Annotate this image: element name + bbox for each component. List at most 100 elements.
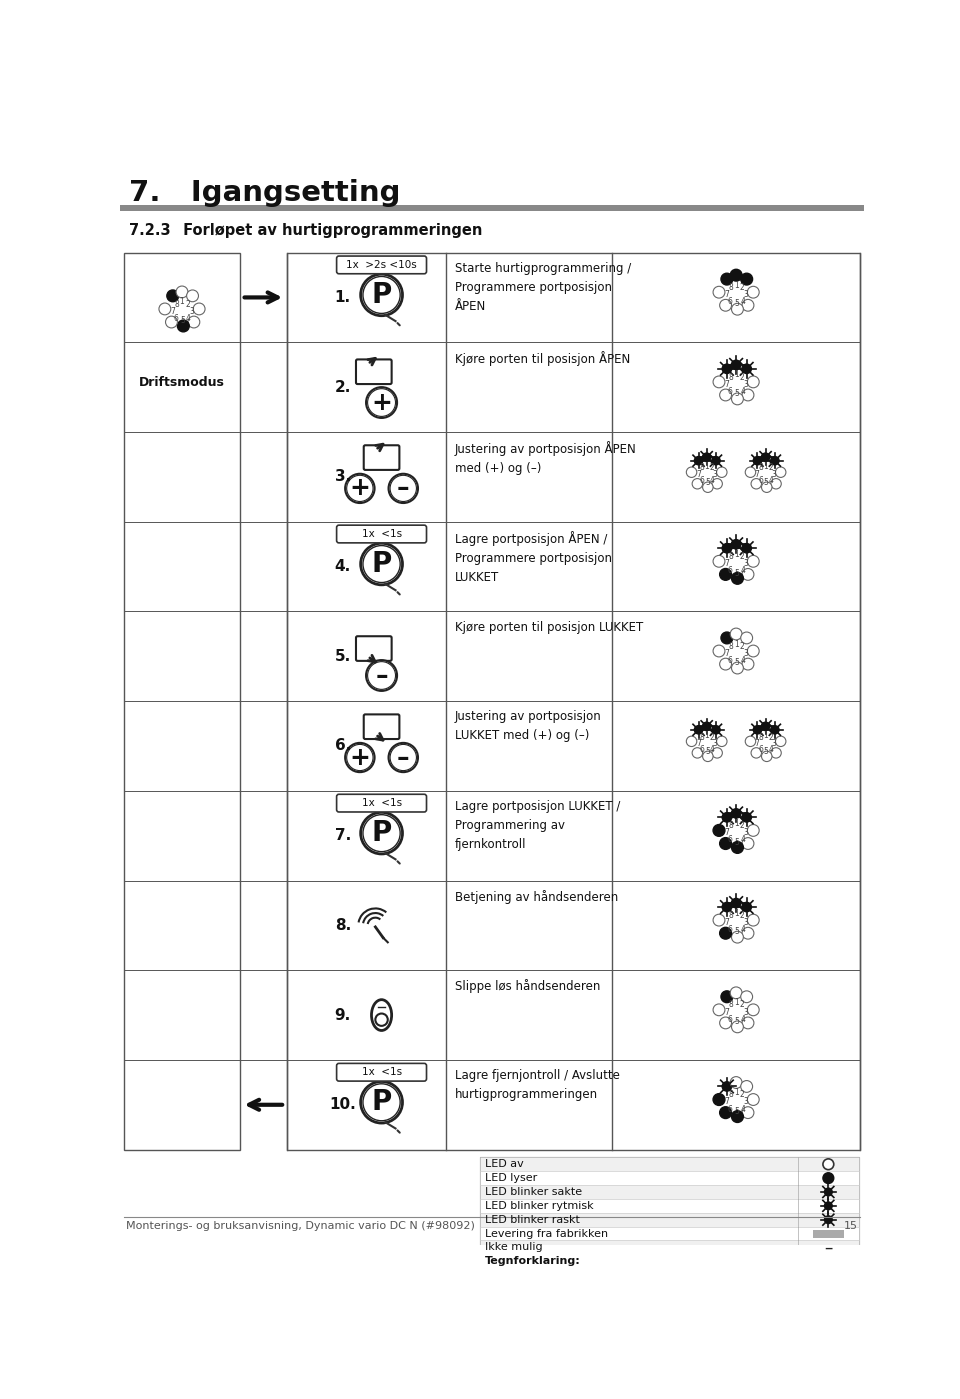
Text: 5: 5 xyxy=(764,747,769,757)
Circle shape xyxy=(761,453,770,462)
Text: 2.: 2. xyxy=(335,379,351,395)
Text: 3: 3 xyxy=(712,470,717,478)
Text: 6: 6 xyxy=(699,746,704,754)
Text: P: P xyxy=(372,820,392,848)
Circle shape xyxy=(178,320,189,332)
Circle shape xyxy=(747,824,759,837)
Text: 7: 7 xyxy=(696,470,701,478)
Circle shape xyxy=(721,273,732,285)
Circle shape xyxy=(703,453,710,462)
Circle shape xyxy=(741,990,753,1003)
Text: 5: 5 xyxy=(734,659,739,667)
Text: –: – xyxy=(396,477,410,501)
Circle shape xyxy=(188,316,200,327)
Circle shape xyxy=(825,1216,832,1224)
Text: 3: 3 xyxy=(743,918,748,928)
Circle shape xyxy=(742,902,752,912)
Text: 6: 6 xyxy=(728,656,732,665)
Text: 3: 3 xyxy=(743,828,748,837)
Circle shape xyxy=(692,478,703,490)
Ellipse shape xyxy=(372,1000,392,1031)
Text: 7: 7 xyxy=(724,290,730,299)
Circle shape xyxy=(732,662,743,674)
Bar xyxy=(480,1185,858,1199)
Circle shape xyxy=(713,287,725,298)
Text: 3: 3 xyxy=(743,560,748,568)
Text: 1: 1 xyxy=(733,1088,738,1097)
Text: 4: 4 xyxy=(740,567,745,575)
Circle shape xyxy=(363,814,400,852)
Text: 2: 2 xyxy=(185,299,190,309)
Circle shape xyxy=(720,1017,732,1028)
Circle shape xyxy=(711,456,720,464)
Text: 5: 5 xyxy=(734,838,739,846)
Text: 2: 2 xyxy=(739,372,744,382)
Text: 6: 6 xyxy=(728,567,732,575)
Text: Kjøre porten til posisjon LUKKET: Kjøre porten til posisjon LUKKET xyxy=(455,621,643,634)
Text: 3: 3 xyxy=(743,1097,748,1107)
Circle shape xyxy=(742,299,754,311)
Text: 15: 15 xyxy=(844,1221,858,1231)
Circle shape xyxy=(771,726,780,734)
Text: 6: 6 xyxy=(728,835,732,845)
Text: 2: 2 xyxy=(768,463,773,473)
Circle shape xyxy=(361,543,402,585)
Circle shape xyxy=(713,645,725,658)
Text: 6: 6 xyxy=(728,297,732,306)
Circle shape xyxy=(167,290,179,302)
Circle shape xyxy=(741,1080,753,1093)
Text: 2: 2 xyxy=(739,1090,744,1100)
Text: 1x  >2s <10s: 1x >2s <10s xyxy=(347,260,417,270)
Bar xyxy=(480,1157,858,1269)
Text: 1: 1 xyxy=(733,550,738,558)
Circle shape xyxy=(742,928,754,939)
Circle shape xyxy=(742,543,752,553)
Text: 5: 5 xyxy=(764,478,769,487)
Text: Driftsmodus: Driftsmodus xyxy=(139,376,225,389)
Circle shape xyxy=(694,726,703,734)
Text: 3: 3 xyxy=(772,739,777,748)
Circle shape xyxy=(823,1172,834,1184)
Circle shape xyxy=(754,456,761,464)
Text: 2: 2 xyxy=(739,821,744,830)
Circle shape xyxy=(361,1081,402,1123)
FancyBboxPatch shape xyxy=(337,256,426,274)
Text: 5: 5 xyxy=(734,389,739,399)
Circle shape xyxy=(771,747,781,758)
Text: 4: 4 xyxy=(740,925,745,935)
Text: Levering fra fabrikken: Levering fra fabrikken xyxy=(485,1228,608,1238)
Text: 1x  <1s: 1x <1s xyxy=(362,529,401,539)
Circle shape xyxy=(159,304,171,315)
Text: 7: 7 xyxy=(724,1097,730,1107)
Text: 1x  <1s: 1x <1s xyxy=(362,799,401,809)
Circle shape xyxy=(366,388,397,418)
Circle shape xyxy=(732,809,741,818)
Circle shape xyxy=(716,467,727,477)
Circle shape xyxy=(722,902,732,912)
Circle shape xyxy=(366,660,397,691)
Text: LED blinker rytmisk: LED blinker rytmisk xyxy=(485,1200,593,1212)
Circle shape xyxy=(720,658,732,670)
Text: 7.: 7. xyxy=(335,828,351,844)
Circle shape xyxy=(720,389,732,402)
Text: 7.2.3  Forløpet av hurtigprogrammeringen: 7.2.3 Forløpet av hurtigprogrammeringen xyxy=(130,224,483,238)
Circle shape xyxy=(720,1107,732,1119)
Text: LED lyser: LED lyser xyxy=(485,1174,538,1184)
Text: 8: 8 xyxy=(175,299,180,309)
Text: 3.: 3. xyxy=(335,469,351,484)
Circle shape xyxy=(731,269,742,281)
Circle shape xyxy=(741,632,753,644)
Circle shape xyxy=(722,813,732,823)
Circle shape xyxy=(747,1004,759,1016)
Text: 6: 6 xyxy=(728,1014,732,1024)
Text: 1: 1 xyxy=(733,639,738,649)
Circle shape xyxy=(712,747,722,758)
FancyBboxPatch shape xyxy=(337,795,426,811)
Circle shape xyxy=(825,1202,832,1210)
Circle shape xyxy=(389,474,418,504)
Text: 6: 6 xyxy=(728,388,732,396)
Bar xyxy=(480,1157,858,1171)
Circle shape xyxy=(721,632,732,644)
Circle shape xyxy=(732,1021,743,1032)
Circle shape xyxy=(703,722,710,730)
